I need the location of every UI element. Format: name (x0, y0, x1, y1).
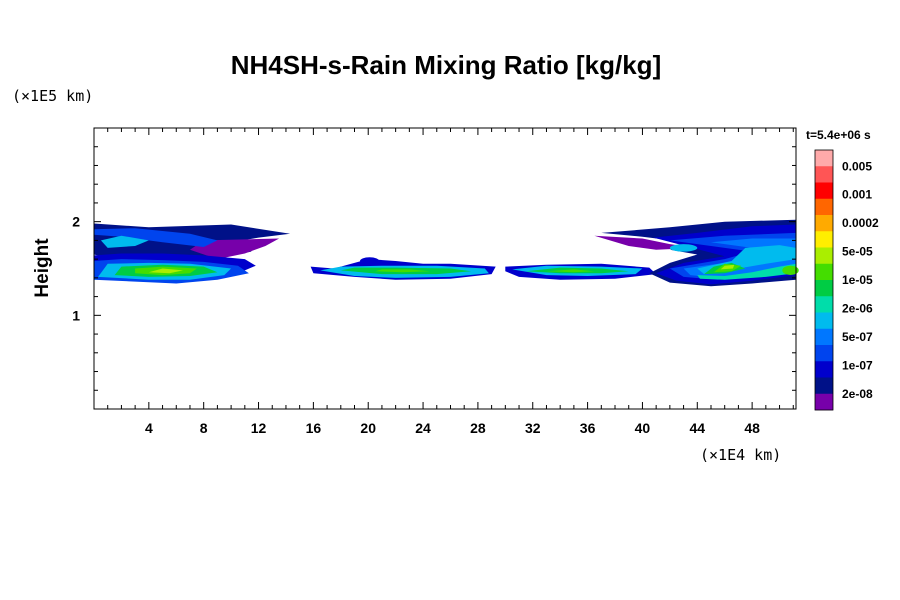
colorbar-band (815, 312, 833, 330)
colorbar-label: 0.005 (842, 159, 872, 173)
x-tick-label: 40 (635, 420, 651, 436)
y-tick-label: 1 (72, 307, 80, 323)
x-tick-label: 48 (744, 420, 760, 436)
colorbar-band (815, 215, 833, 232)
contour-blob (782, 265, 799, 276)
colorbar-band (815, 263, 833, 281)
colorbar-band (815, 247, 833, 265)
colorbar-label: 1e-07 (842, 358, 873, 372)
colorbar-label: 2e-08 (842, 387, 873, 401)
colorbar-band (815, 377, 833, 395)
colorbar-label: 1e-05 (842, 273, 873, 287)
colorbar-band (815, 296, 833, 313)
colorbar: 0.005 0.001 0.0002 5e-05 1e-05 2e-06 5e-07 1e-0… (814, 149, 879, 411)
chart-title: NH4SH-s-Rain Mixing Ratio [kg/kg] (231, 50, 661, 80)
contour-blob (669, 244, 698, 252)
y-tick-label: 2 (72, 214, 80, 230)
x-tick-label: 12 (251, 420, 267, 436)
y-axis-label: Height (32, 238, 53, 298)
colorbar-band (815, 280, 833, 297)
x-tick-label: 32 (525, 420, 541, 436)
contour-region (375, 269, 430, 273)
contour-region (720, 264, 735, 270)
x-tick-label: 36 (580, 420, 596, 436)
colorbar-band (815, 150, 833, 167)
plot-area: 4 8 12 16 20 24 28 32 36 40 44 48 12 (72, 127, 799, 436)
contour-blob (359, 257, 380, 265)
contour-region (100, 235, 149, 248)
x-tick-label: 24 (415, 420, 431, 436)
contour-region (190, 238, 280, 260)
contour-region (697, 263, 796, 280)
colorbar-label: 2e-06 (842, 301, 873, 315)
x-tick-label: 44 (689, 420, 705, 436)
contour-region (94, 228, 218, 247)
colorbar-label: 0.0002 (842, 216, 879, 230)
colorbar-label: 0.001 (842, 188, 872, 202)
y-axis: 12 (72, 146, 796, 391)
plot-frame (93, 127, 797, 410)
contour-region (546, 269, 595, 273)
x-scale-label: (×1E4 km) (700, 446, 781, 464)
colorbar-band (815, 345, 833, 362)
x-tick-label: 4 (145, 420, 153, 436)
colorbar-band (815, 361, 833, 378)
colorbar-label: 5e-07 (842, 330, 873, 344)
colorbar-band (815, 166, 833, 183)
colorbar-band (815, 231, 833, 248)
colorbar-band (815, 198, 833, 216)
colorbar-label: 5e-05 (842, 245, 873, 259)
x-axis: 4 8 12 16 20 24 28 32 36 40 44 48 (107, 128, 794, 436)
colorbar-band (815, 182, 833, 200)
colorbar-band (815, 393, 833, 411)
colorbar-frame (814, 149, 834, 411)
colorbar-band (815, 328, 833, 346)
x-tick-label: 8 (200, 420, 208, 436)
x-tick-label: 28 (470, 420, 486, 436)
x-tick-label: 20 (360, 420, 376, 436)
y-scale-label: (×1E5 km) (12, 87, 93, 105)
contour-region (148, 268, 184, 274)
time-label: t=5.4e+06 s (806, 128, 871, 142)
contour-field (94, 219, 799, 287)
x-tick-label: 16 (306, 420, 322, 436)
